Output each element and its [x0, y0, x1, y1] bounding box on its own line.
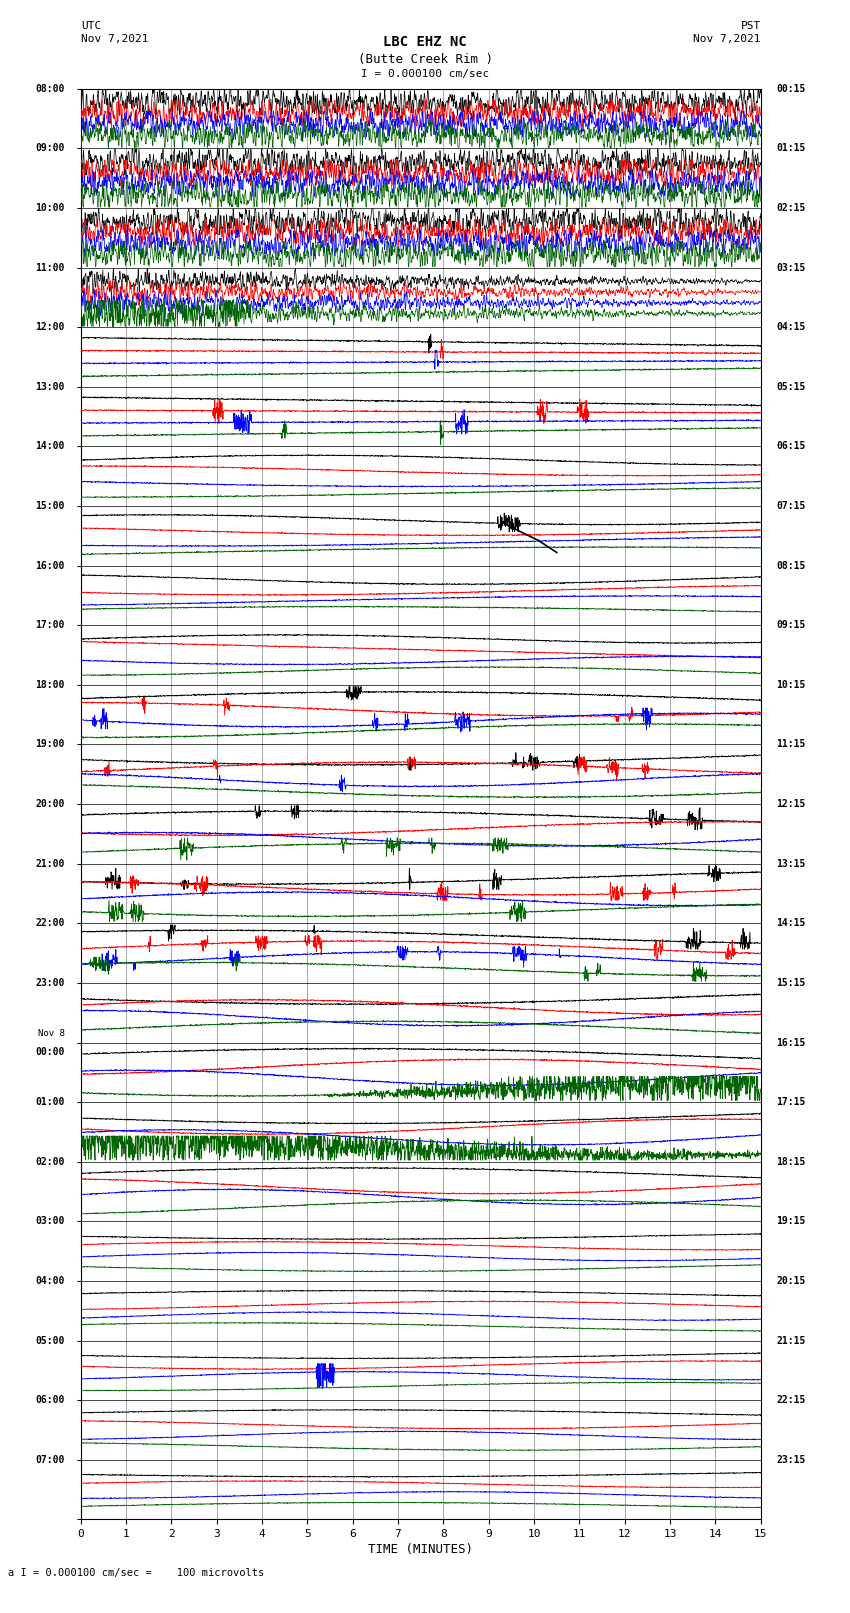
- Text: PST: PST: [740, 21, 761, 31]
- Text: 10:15: 10:15: [777, 679, 806, 690]
- Text: a I = 0.000100 cm/sec =    100 microvolts: a I = 0.000100 cm/sec = 100 microvolts: [8, 1568, 264, 1578]
- Text: 00:00: 00:00: [36, 1047, 65, 1057]
- Text: 16:00: 16:00: [36, 561, 65, 571]
- Text: 20:15: 20:15: [777, 1276, 806, 1286]
- Text: 15:15: 15:15: [777, 977, 806, 987]
- Text: 05:15: 05:15: [777, 382, 806, 392]
- Text: 22:00: 22:00: [36, 918, 65, 929]
- Text: 21:00: 21:00: [36, 858, 65, 869]
- Text: 19:00: 19:00: [36, 739, 65, 750]
- Text: 14:00: 14:00: [36, 442, 65, 452]
- Text: 03:15: 03:15: [777, 263, 806, 273]
- Text: 01:00: 01:00: [36, 1097, 65, 1107]
- Text: 07:15: 07:15: [777, 502, 806, 511]
- Text: 12:15: 12:15: [777, 798, 806, 810]
- Text: 17:00: 17:00: [36, 621, 65, 631]
- Text: UTC: UTC: [81, 21, 101, 31]
- Text: 13:15: 13:15: [777, 858, 806, 869]
- Text: 06:15: 06:15: [777, 442, 806, 452]
- Text: 10:00: 10:00: [36, 203, 65, 213]
- Text: 17:15: 17:15: [777, 1097, 806, 1107]
- Text: 02:15: 02:15: [777, 203, 806, 213]
- Text: 14:15: 14:15: [777, 918, 806, 929]
- Text: 22:15: 22:15: [777, 1395, 806, 1405]
- Text: 04:00: 04:00: [36, 1276, 65, 1286]
- Text: 09:00: 09:00: [36, 144, 65, 153]
- Text: LBC EHZ NC: LBC EHZ NC: [383, 35, 467, 50]
- Text: 20:00: 20:00: [36, 798, 65, 810]
- Text: 06:00: 06:00: [36, 1395, 65, 1405]
- Text: 02:00: 02:00: [36, 1157, 65, 1166]
- Text: 11:00: 11:00: [36, 263, 65, 273]
- Text: 05:00: 05:00: [36, 1336, 65, 1345]
- Text: Nov 8: Nov 8: [38, 1029, 65, 1037]
- Text: I = 0.000100 cm/sec: I = 0.000100 cm/sec: [361, 69, 489, 79]
- Text: 00:15: 00:15: [777, 84, 806, 94]
- Text: 12:00: 12:00: [36, 323, 65, 332]
- Text: 08:15: 08:15: [777, 561, 806, 571]
- Text: 18:15: 18:15: [777, 1157, 806, 1166]
- Text: 04:15: 04:15: [777, 323, 806, 332]
- Text: 07:00: 07:00: [36, 1455, 65, 1465]
- Text: 01:15: 01:15: [777, 144, 806, 153]
- Text: 15:00: 15:00: [36, 502, 65, 511]
- Text: 19:15: 19:15: [777, 1216, 806, 1226]
- Text: 09:15: 09:15: [777, 621, 806, 631]
- Text: 11:15: 11:15: [777, 739, 806, 750]
- Text: (Butte Creek Rim ): (Butte Creek Rim ): [358, 53, 492, 66]
- Text: Nov 7,2021: Nov 7,2021: [81, 34, 148, 44]
- Text: 13:00: 13:00: [36, 382, 65, 392]
- Text: 23:00: 23:00: [36, 977, 65, 987]
- Text: 08:00: 08:00: [36, 84, 65, 94]
- X-axis label: TIME (MINUTES): TIME (MINUTES): [368, 1544, 473, 1557]
- Text: 03:00: 03:00: [36, 1216, 65, 1226]
- Text: 18:00: 18:00: [36, 679, 65, 690]
- Text: 16:15: 16:15: [777, 1037, 806, 1047]
- Text: Nov 7,2021: Nov 7,2021: [694, 34, 761, 44]
- Text: 21:15: 21:15: [777, 1336, 806, 1345]
- Text: 23:15: 23:15: [777, 1455, 806, 1465]
